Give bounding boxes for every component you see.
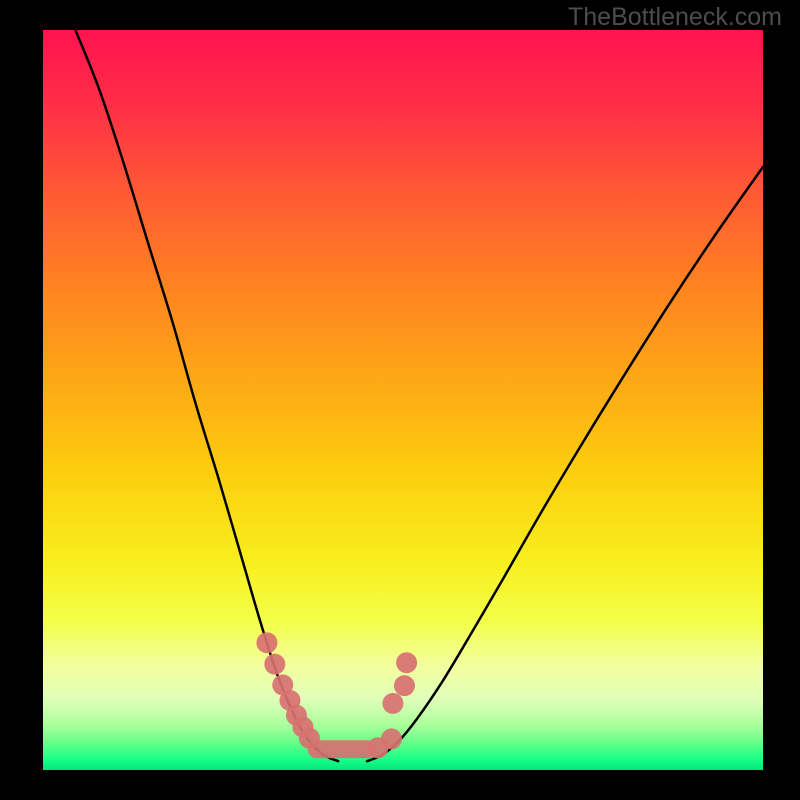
stage: TheBottleneck.com	[0, 0, 800, 800]
marker-dot-right	[394, 675, 415, 696]
marker-dot-right	[382, 693, 403, 714]
marker-dot-left	[256, 632, 277, 653]
spectrum-plot	[43, 30, 763, 770]
marker-dot-left	[264, 654, 285, 675]
marker-dot-left	[299, 728, 320, 749]
marker-dot-right	[396, 652, 417, 673]
watermark-label: TheBottleneck.com	[568, 3, 782, 32]
marker-dot-right	[381, 728, 402, 749]
